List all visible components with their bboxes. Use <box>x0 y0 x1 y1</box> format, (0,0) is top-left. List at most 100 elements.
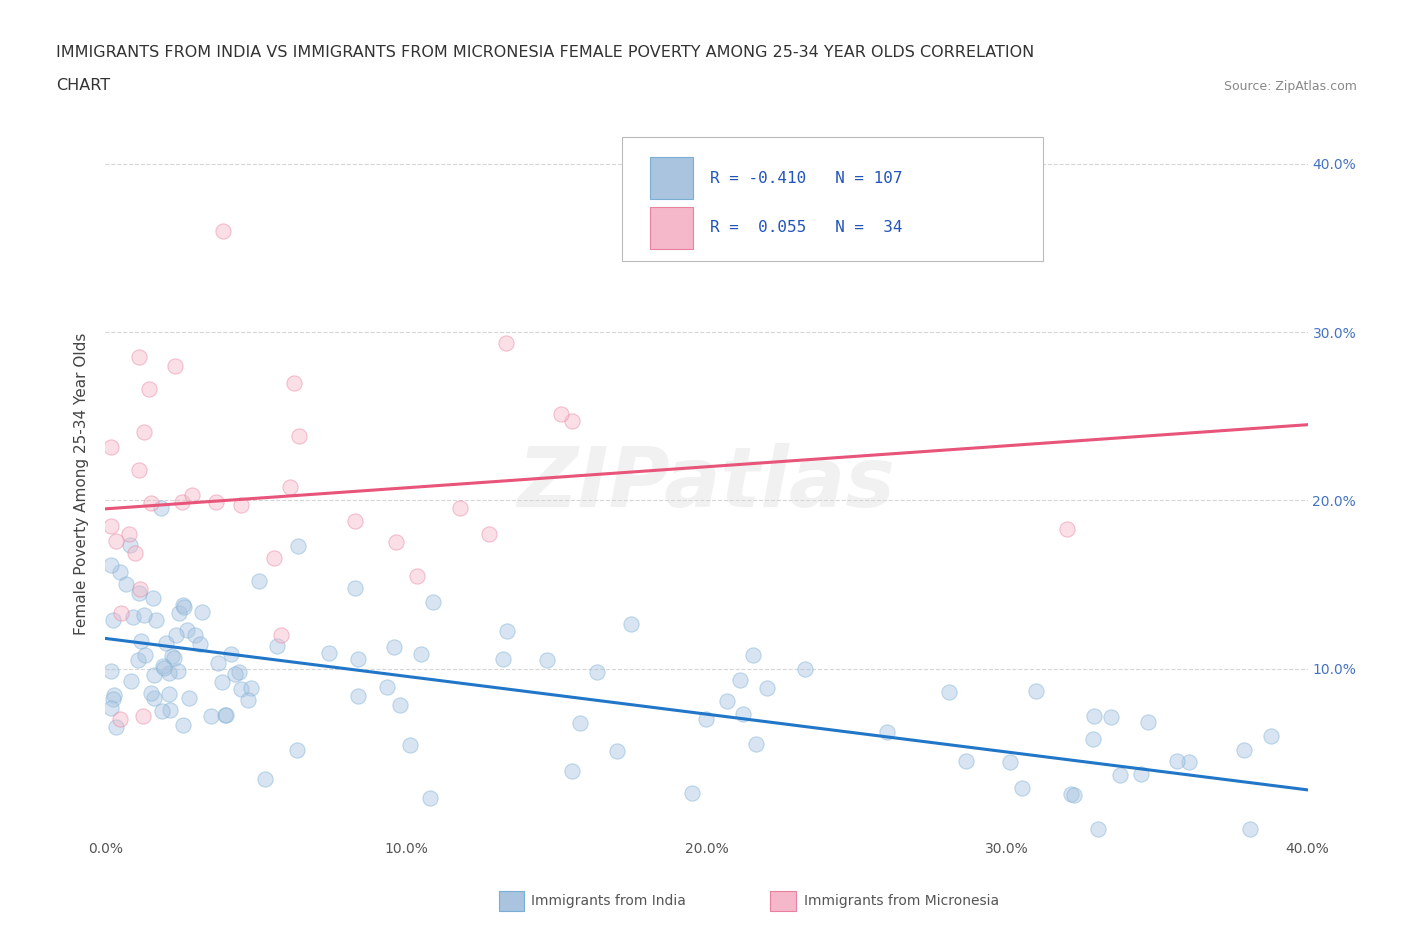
Point <box>172 717 194 732</box>
Point <box>1056 522 1078 537</box>
Point <box>741 647 763 662</box>
Point <box>124 546 146 561</box>
Point <box>318 645 340 660</box>
Point <box>495 336 517 351</box>
Point <box>215 708 238 723</box>
Point <box>155 635 177 650</box>
Point <box>1239 821 1261 836</box>
Point <box>1087 821 1109 836</box>
Point <box>270 628 292 643</box>
Point <box>110 565 132 579</box>
Point <box>159 702 181 717</box>
Point <box>249 573 271 588</box>
Point <box>172 597 194 612</box>
Point <box>100 557 122 572</box>
Point <box>449 501 471 516</box>
Point <box>118 526 141 541</box>
Point <box>120 673 142 688</box>
Point <box>998 754 1021 769</box>
Point <box>176 622 198 637</box>
Point <box>385 535 408 550</box>
Point <box>115 577 138 591</box>
Point <box>343 513 366 528</box>
Point <box>184 627 207 642</box>
Point <box>382 639 405 654</box>
Point <box>496 623 519 638</box>
Point <box>103 692 125 707</box>
Point <box>1099 710 1122 724</box>
Text: R =  0.055   N =  34: R = 0.055 N = 34 <box>710 220 903 235</box>
Point <box>128 585 150 600</box>
Point <box>422 594 444 609</box>
Point <box>561 414 583 429</box>
Point <box>569 715 592 730</box>
Text: Immigrants from Micronesia: Immigrants from Micronesia <box>804 894 1000 909</box>
Point <box>288 429 311 444</box>
Point <box>938 684 960 699</box>
Point <box>236 693 259 708</box>
Point <box>1011 780 1033 795</box>
Point <box>191 604 214 619</box>
Point <box>695 711 717 726</box>
Point <box>228 664 250 679</box>
Point <box>142 591 165 605</box>
Point <box>100 439 122 454</box>
Point <box>132 709 155 724</box>
Point <box>876 725 898 740</box>
Point <box>219 646 242 661</box>
Point <box>1060 787 1083 802</box>
Point <box>200 708 222 723</box>
Point <box>620 617 643 631</box>
Point <box>127 653 149 668</box>
Point <box>134 607 156 622</box>
Point <box>141 685 163 700</box>
Bar <box>650 157 693 199</box>
Point <box>207 656 229 671</box>
Point <box>108 711 131 726</box>
Point <box>409 646 432 661</box>
Point <box>728 672 751 687</box>
Point <box>1108 767 1130 782</box>
Point <box>253 772 276 787</box>
Point <box>100 700 122 715</box>
Point <box>263 551 285 565</box>
Point <box>177 691 200 706</box>
Text: Immigrants from India: Immigrants from India <box>531 894 686 909</box>
Text: R = -0.410   N = 107: R = -0.410 N = 107 <box>710 171 903 186</box>
Point <box>153 660 176 675</box>
Point <box>1025 684 1047 698</box>
Point <box>150 703 173 718</box>
Point <box>478 526 501 541</box>
Point <box>229 682 252 697</box>
Y-axis label: Female Poverty Among 25-34 Year Olds: Female Poverty Among 25-34 Year Olds <box>75 332 90 635</box>
Point <box>128 463 150 478</box>
Point <box>347 689 370 704</box>
Point <box>104 720 127 735</box>
Point <box>122 610 145 625</box>
Point <box>224 667 246 682</box>
Point <box>399 738 422 753</box>
Bar <box>650 206 693 249</box>
Point <box>100 664 122 679</box>
Point <box>492 652 515 667</box>
Point <box>745 737 768 751</box>
Point <box>287 538 309 553</box>
Point <box>110 605 132 620</box>
Point <box>561 764 583 778</box>
Point <box>167 664 190 679</box>
Point <box>129 633 152 648</box>
Text: ZIPatlas: ZIPatlas <box>517 443 896 525</box>
Point <box>157 686 180 701</box>
Point <box>280 480 302 495</box>
Point <box>118 538 141 552</box>
Point <box>181 487 204 502</box>
Point <box>145 613 167 628</box>
Point <box>134 424 156 439</box>
Point <box>172 495 194 510</box>
Point <box>536 653 558 668</box>
Point <box>205 495 228 510</box>
Point <box>100 519 122 534</box>
Point <box>285 742 308 757</box>
Point <box>143 668 166 683</box>
Point <box>138 381 160 396</box>
